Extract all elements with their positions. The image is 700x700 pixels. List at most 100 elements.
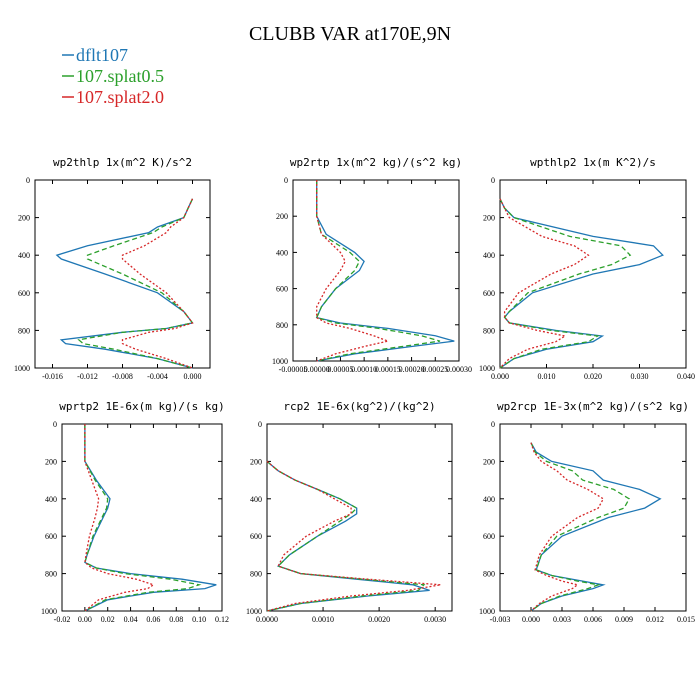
y-tick-label: 1000: [246, 607, 262, 616]
x-tick-label: 0.08: [169, 615, 183, 624]
x-tick-label: 0.02: [101, 615, 115, 624]
panel-title: wpthlp2 1x(m K^2)/s: [530, 156, 656, 169]
x-tick-label: -0.004: [147, 372, 168, 381]
series-line: [266, 460, 430, 612]
y-tick-label: 400: [483, 495, 495, 504]
chart-panel: wpthlp2 1x(m K^2)/s 0.000 0.010 0.020 0.030 0…: [479, 156, 695, 381]
x-tick-label: 0.006: [584, 615, 602, 624]
y-tick-label: 0: [53, 420, 57, 429]
x-tick-label: 0.000: [491, 372, 509, 381]
x-tick-label: -0.00005: [279, 365, 308, 374]
series-line: [121, 198, 194, 369]
y-tick-label: 800: [483, 570, 495, 579]
y-tick-label: 1000: [14, 364, 30, 373]
y-tick-label: 0: [284, 176, 288, 185]
legend-label: 107.splat0.5: [76, 66, 164, 86]
series-line: [266, 460, 426, 612]
y-tick-label: 1000: [479, 607, 495, 616]
x-tick-label: 0.0030: [424, 615, 446, 624]
x-tick-label: 0.030: [631, 372, 649, 381]
series-line: [530, 442, 631, 612]
series-line: [499, 198, 590, 369]
y-tick-label: 0: [258, 420, 262, 429]
series-line: [84, 424, 155, 612]
x-tick-label: 0.0000: [256, 615, 278, 624]
y-tick-label: 0: [26, 176, 30, 185]
y-tick-label: 1000: [479, 364, 495, 373]
panel-title: wprtp2 1E-6x(m kg)/(s kg): [59, 400, 225, 413]
y-tick-label: 0: [491, 176, 495, 185]
x-tick-label: 0.00020: [399, 365, 425, 374]
chart-panel: rcp2 1E-6x(kg^2)/(kg^2) 0.0000 0.0010 0.002…: [246, 400, 453, 624]
y-tick-label: 400: [483, 251, 495, 260]
x-tick-label: -0.02: [54, 615, 71, 624]
series-line: [530, 442, 605, 612]
chart-panel: wp2thlp 1x(m^2 K)/s^2 -0.016 -0.012 -0.008 -…: [14, 156, 211, 381]
y-tick-label: 200: [483, 457, 495, 466]
x-tick-label: 0.0010: [312, 615, 334, 624]
x-tick-label: 0.00000: [304, 365, 330, 374]
y-tick-label: 600: [18, 289, 30, 298]
axes-frame: [61, 423, 223, 612]
axes-frame: [292, 179, 460, 362]
x-tick-label: 0.015: [677, 615, 695, 624]
series-line: [315, 180, 441, 362]
x-tick-label: 0.000: [184, 372, 202, 381]
axes-frame: [266, 423, 453, 612]
y-tick-label: 600: [483, 289, 495, 298]
series-line: [55, 198, 194, 369]
y-tick-label: 0: [491, 420, 495, 429]
x-tick-label: 0.00: [78, 615, 92, 624]
y-tick-label: 200: [18, 214, 30, 223]
panel-title: wp2thlp 1x(m^2 K)/s^2: [53, 156, 192, 169]
x-tick-label: 0.010: [538, 372, 556, 381]
y-tick-label: 200: [276, 212, 288, 221]
x-tick-label: 0.00030: [446, 365, 472, 374]
y-tick-label: 800: [276, 321, 288, 330]
figure-title: CLUBB VAR at170E,9N: [249, 23, 451, 45]
y-tick-label: 200: [250, 457, 262, 466]
y-tick-label: 600: [45, 532, 57, 541]
y-tick-label: 400: [250, 495, 262, 504]
x-tick-label: 0.04: [124, 615, 138, 624]
x-tick-label: 0.12: [215, 615, 229, 624]
y-tick-label: 800: [250, 570, 262, 579]
y-tick-label: 800: [18, 326, 30, 335]
series-line: [316, 180, 391, 362]
panel-title: wp2rtp 1x(m^2 kg)/(s^2 kg): [290, 156, 462, 169]
x-tick-label: 0.06: [146, 615, 160, 624]
series-line: [84, 424, 217, 612]
y-tick-label: 200: [45, 457, 57, 466]
y-tick-label: 400: [276, 248, 288, 257]
chart-panel: wp2rtp 1x(m^2 kg)/(s^2 kg) -0.000050.0000…: [272, 156, 472, 374]
series-line: [499, 198, 664, 369]
x-tick-label: 0.10: [192, 615, 206, 624]
x-tick-label: 0.020: [584, 372, 602, 381]
x-tick-label: 0.00010: [351, 365, 377, 374]
x-tick-label: -0.012: [77, 372, 98, 381]
x-tick-label: 0.003: [553, 615, 571, 624]
y-tick-label: 600: [276, 285, 288, 294]
x-tick-label: 0.040: [677, 372, 695, 381]
x-tick-label: 0.00015: [375, 365, 401, 374]
y-tick-label: 400: [45, 495, 57, 504]
y-tick-label: 200: [483, 214, 495, 223]
y-tick-label: 800: [483, 326, 495, 335]
x-tick-label: 0.0020: [368, 615, 390, 624]
x-tick-label: 0.00025: [422, 365, 448, 374]
y-tick-label: 400: [18, 251, 30, 260]
series-line: [84, 424, 202, 612]
x-tick-label: 0.000: [522, 615, 540, 624]
series-line: [499, 198, 632, 369]
x-tick-label: 0.012: [646, 615, 664, 624]
series-line: [266, 460, 441, 612]
series-line: [77, 198, 194, 369]
x-tick-label: 0.009: [615, 615, 633, 624]
chart-panel: wprtp2 1E-6x(m kg)/(s kg) -0.02 0.00 0.02 0.…: [41, 400, 229, 624]
legend-item-splat0-5: 107.splat0.5: [62, 66, 164, 86]
x-tick-label: -0.008: [112, 372, 133, 381]
y-tick-label: 1000: [41, 607, 57, 616]
panels: wp2thlp 1x(m^2 K)/s^2 -0.016 -0.012 -0.008 -…: [14, 156, 695, 624]
series-line: [315, 180, 455, 362]
